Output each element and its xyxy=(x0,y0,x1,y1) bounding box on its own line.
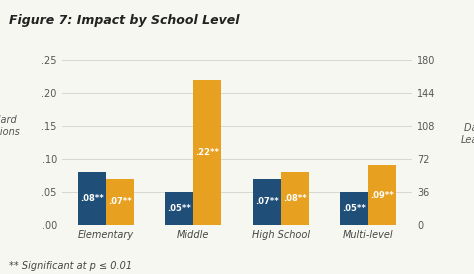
Text: Figure 7: Impact by School Level: Figure 7: Impact by School Level xyxy=(9,14,240,27)
Text: .08**: .08** xyxy=(283,194,307,203)
Text: .05**: .05** xyxy=(167,204,191,213)
Bar xyxy=(193,80,221,225)
Text: Days of
Learning: Days of Learning xyxy=(461,124,474,145)
Text: .08**: .08** xyxy=(80,194,103,203)
Bar xyxy=(281,172,309,225)
Bar xyxy=(368,165,396,225)
Text: .07**: .07** xyxy=(255,197,279,206)
Bar xyxy=(165,192,193,225)
Bar xyxy=(253,179,281,225)
Text: .22**: .22** xyxy=(195,148,219,157)
Text: .07**: .07** xyxy=(108,197,131,206)
Bar xyxy=(106,179,134,225)
Text: .05**: .05** xyxy=(342,204,366,213)
Text: Standard
Deviations: Standard Deviations xyxy=(0,115,21,137)
Bar xyxy=(78,172,106,225)
Text: ** Significant at p ≤ 0.01: ** Significant at p ≤ 0.01 xyxy=(9,261,133,271)
Text: .09**: .09** xyxy=(371,191,394,199)
Bar xyxy=(340,192,368,225)
